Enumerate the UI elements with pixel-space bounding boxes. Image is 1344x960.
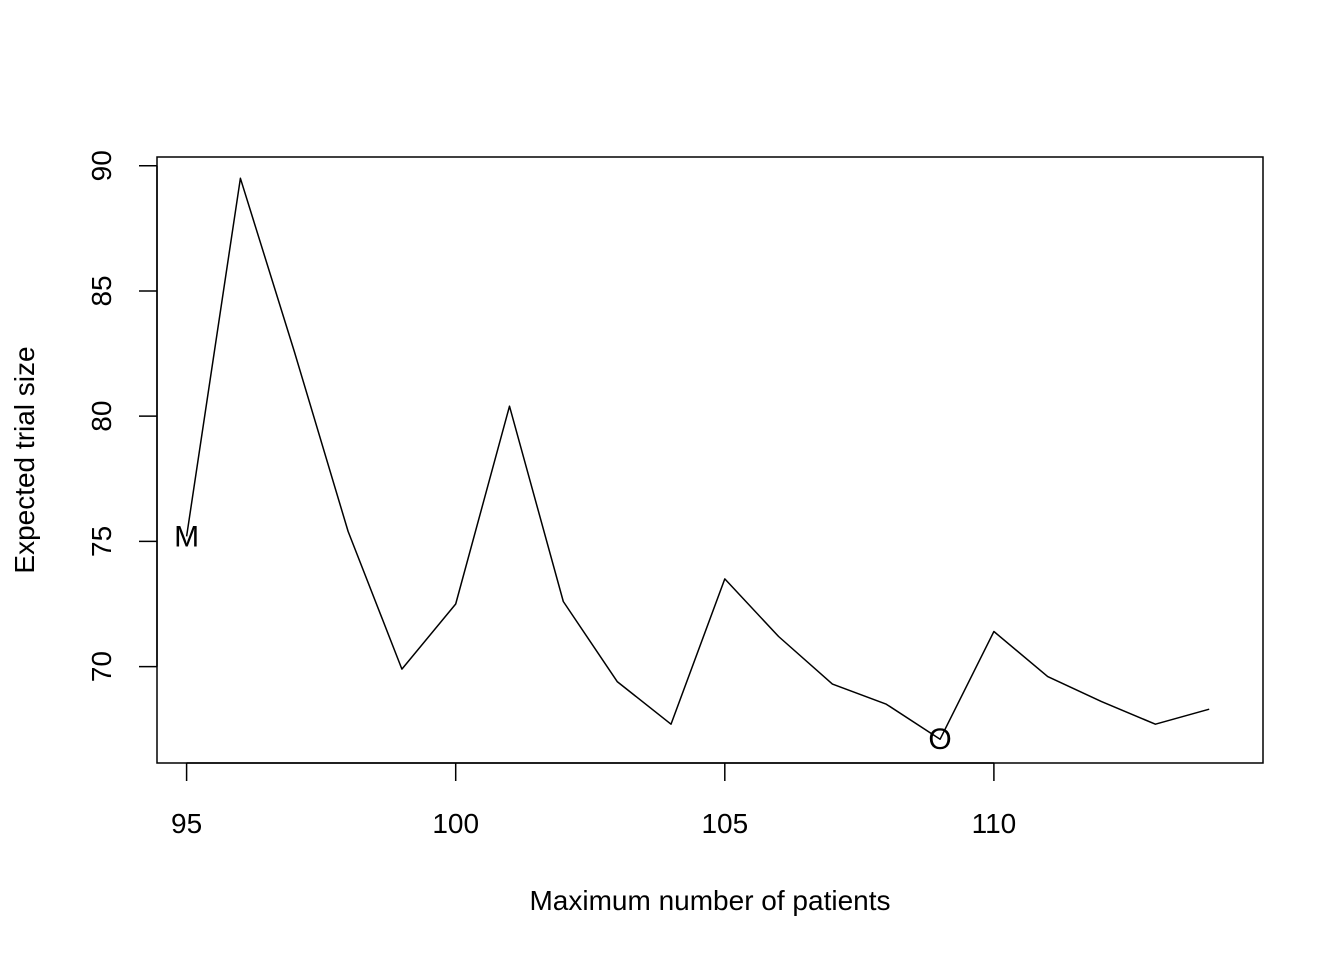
y-tick-label: 70 — [86, 651, 117, 682]
y-tick-label: 85 — [86, 275, 117, 306]
series-line — [185, 177, 1210, 740]
point-annotation: M — [174, 520, 199, 553]
x-tick-label: 110 — [972, 808, 1017, 839]
plot-area — [185, 177, 1210, 740]
plot-frame — [156, 156, 1264, 764]
x-axis-label: Maximum number of patients — [529, 885, 890, 916]
x-tick-label: 95 — [171, 808, 202, 839]
y-axis-label: Expected trial size — [9, 346, 40, 573]
y-tick-label: 75 — [86, 526, 117, 557]
y-tick-label: 90 — [86, 150, 117, 181]
y-axis: 70 75 80 85 90 — [86, 150, 158, 682]
annotations: MO — [174, 520, 952, 756]
x-tick-label: 100 — [432, 808, 479, 839]
x-tick-label: 105 — [701, 808, 748, 839]
point-annotation: O — [928, 723, 951, 756]
x-axis: 95 100 105 110 — [171, 762, 1017, 839]
y-tick-label: 80 — [86, 401, 117, 432]
